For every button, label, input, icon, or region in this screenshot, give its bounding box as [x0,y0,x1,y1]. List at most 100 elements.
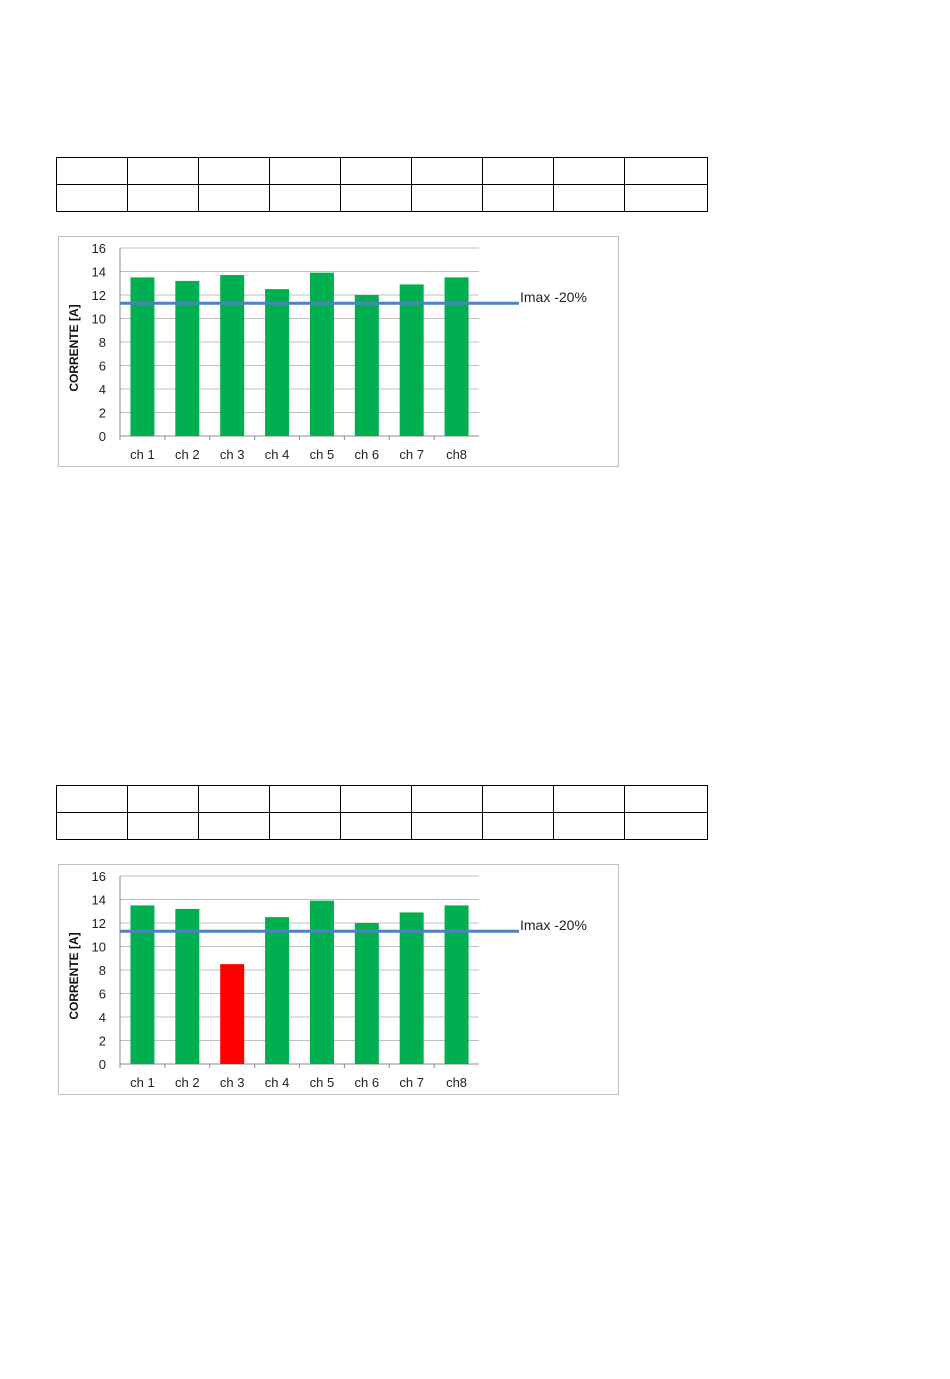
table-cell [553,812,625,840]
y-tick-label: 4 [99,382,106,397]
table-cell [56,184,128,212]
empty-table-1 [56,157,708,212]
bar [265,289,290,436]
x-tick-label: ch 1 [130,1075,155,1090]
x-tick-label: ch 6 [355,447,380,462]
table-cell [56,157,128,185]
table-cell [411,184,483,212]
table-cell [127,812,199,840]
table-cell [127,785,199,813]
current-chart-2: 0 2 4 6 8 10 12 14 16 ch 1 ch 2 ch 3 ch 4 ch 5 ch 6 ch … [58,864,619,1095]
table-cell [553,184,625,212]
y-tick-label: 10 [92,940,106,955]
table-cell [198,157,270,185]
bar [309,272,334,436]
bar [130,277,155,436]
current-chart-1: 0 2 4 6 8 10 12 14 16 ch 1 ch 2 ch 3 ch 4 ch 5 ch 6 ch … [58,236,619,467]
y-tick-label: 12 [92,916,106,931]
table-cell [340,812,412,840]
table-cell [482,184,554,212]
x-tick-label: ch 4 [265,447,290,462]
y-tick-label: 10 [92,312,106,327]
table-cell [624,184,708,212]
bar [399,912,424,1064]
table-cell [553,157,625,185]
bar [354,923,379,1064]
y-tick-label: 14 [92,265,106,280]
table-cell [56,785,128,813]
y-tick-label: 6 [99,987,106,1002]
table-cell [411,157,483,185]
table-cell [127,157,199,185]
table-cell [624,812,708,840]
table-cell [411,812,483,840]
x-tick-label: ch8 [446,447,467,462]
table-cell [624,157,708,185]
y-tick-label: 8 [99,335,106,350]
bar [265,917,290,1064]
x-tick-label: ch 4 [265,1075,290,1090]
table-cell [198,184,270,212]
table-row [56,785,708,813]
bar [444,277,469,436]
y-tick-label: 0 [99,1057,106,1072]
bar [175,908,200,1064]
table-row [56,157,708,185]
table-cell [56,812,128,840]
bar [444,905,469,1064]
table-cell [269,184,341,212]
y-axis-title: CORRENTE [A] [67,932,81,1019]
bar [354,295,379,436]
reference-line-label: Imax -20% [520,917,587,933]
y-tick-label: 16 [92,869,106,884]
table-cell [482,157,554,185]
y-tick-label: 2 [99,1034,106,1049]
empty-table-2 [56,785,708,840]
bar [220,964,245,1064]
y-tick-label: 12 [92,288,106,303]
table-cell [269,785,341,813]
table-cell [198,812,270,840]
y-tick-label: 14 [92,893,106,908]
table-cell [340,157,412,185]
table-cell [482,812,554,840]
y-tick-label: 16 [92,241,106,256]
x-tick-label: ch 7 [399,1075,424,1090]
bar [309,900,334,1064]
reference-line-label: Imax -20% [520,289,587,305]
table-cell [411,785,483,813]
table-row [56,184,708,212]
x-tick-label: ch 6 [355,1075,380,1090]
y-tick-label: 4 [99,1010,106,1025]
table-cell [482,785,554,813]
y-tick-label: 0 [99,429,106,444]
x-tick-label: ch 2 [175,1075,200,1090]
bar [175,280,200,436]
x-tick-label: ch 3 [220,447,245,462]
x-tick-label: ch 7 [399,447,424,462]
table-cell [269,157,341,185]
table-cell [340,785,412,813]
table-cell [127,184,199,212]
bar [220,275,245,436]
x-tick-label: ch 1 [130,447,155,462]
x-tick-label: ch 3 [220,1075,245,1090]
y-tick-label: 2 [99,406,106,421]
x-tick-label: ch8 [446,1075,467,1090]
chart-svg-2: 0 2 4 6 8 10 12 14 16 ch 1 ch 2 ch 3 ch 4 ch 5 ch 6 ch … [67,869,587,1090]
y-tick-label: 6 [99,359,106,374]
table-cell [269,812,341,840]
bar [399,284,424,436]
table-row [56,812,708,840]
table-cell [553,785,625,813]
y-tick-label: 8 [99,963,106,978]
x-tick-label: ch 2 [175,447,200,462]
table-cell [624,785,708,813]
x-tick-label: ch 5 [310,1075,335,1090]
x-tick-label: ch 5 [310,447,335,462]
bar [130,905,155,1064]
chart-svg-1: 0 2 4 6 8 10 12 14 16 ch 1 ch 2 ch 3 ch 4 ch 5 ch 6 ch … [67,241,587,462]
y-axis-title: CORRENTE [A] [67,304,81,391]
table-cell [198,785,270,813]
table-cell [340,184,412,212]
